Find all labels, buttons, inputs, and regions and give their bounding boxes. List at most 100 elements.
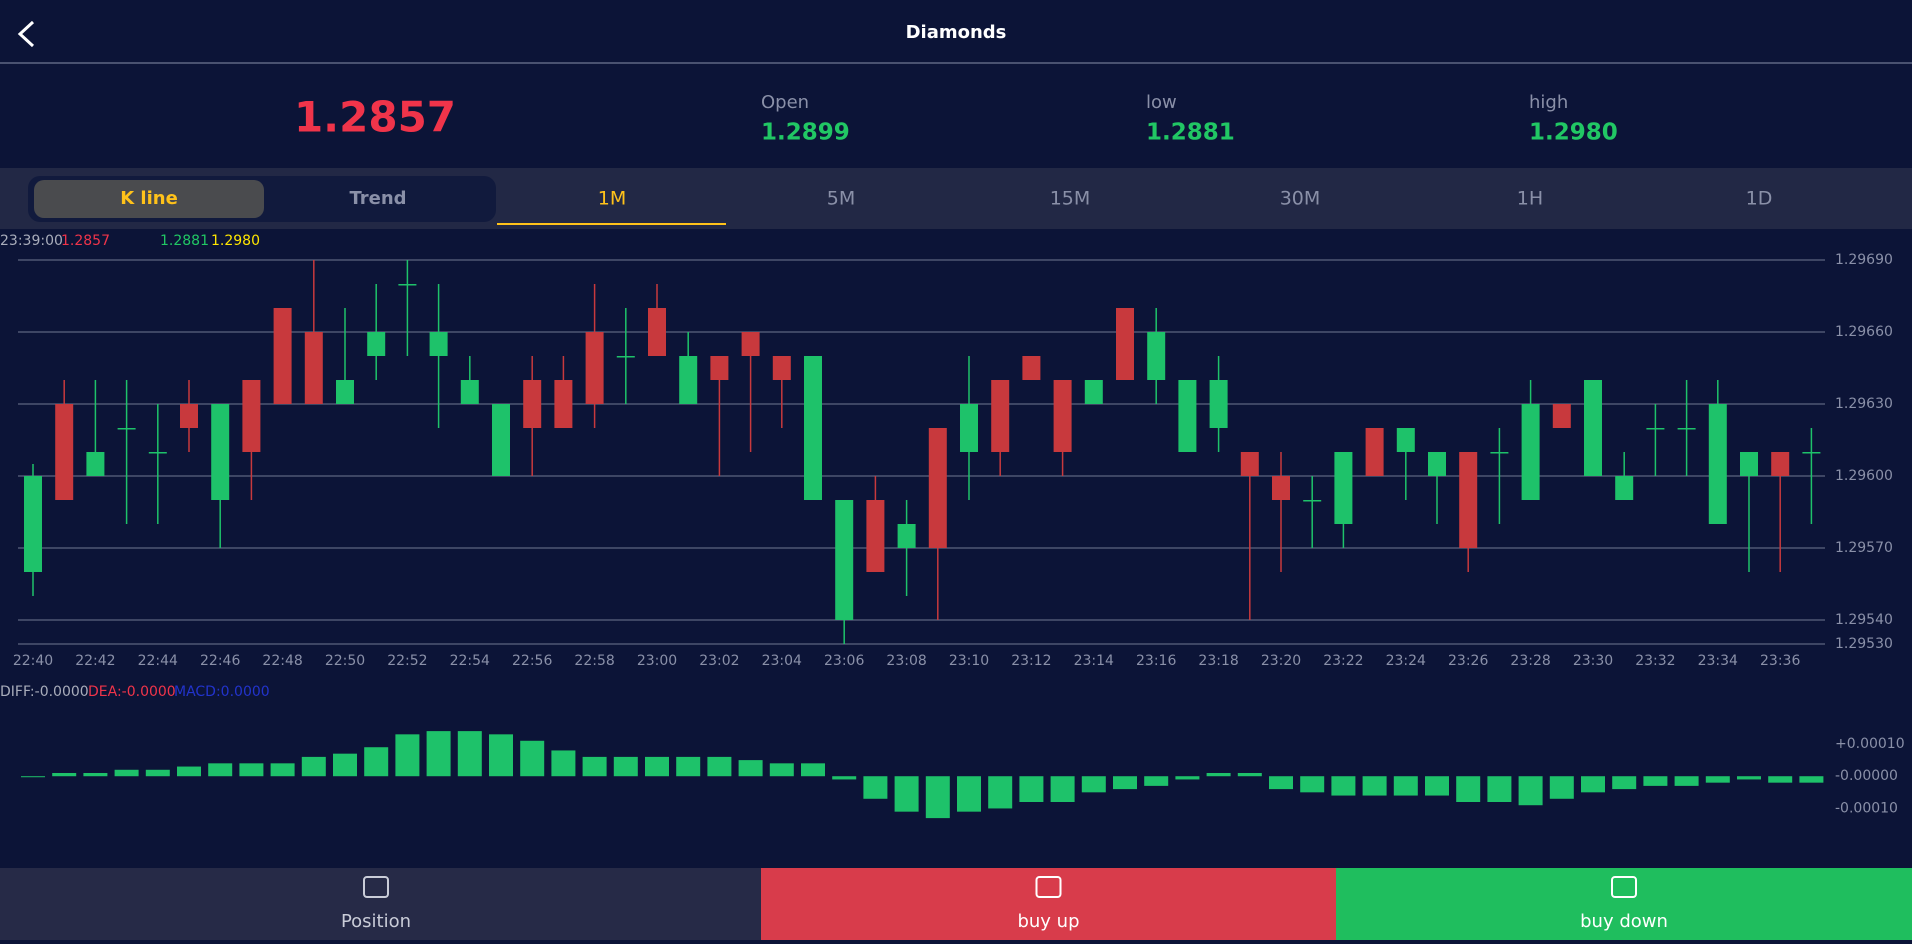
footer-button[interactable] — [1336, 868, 1912, 940]
macd-bar — [520, 740, 545, 777]
button-label[interactable]: buy up — [1017, 911, 1079, 932]
candle-body — [211, 404, 230, 500]
period-tab[interactable]: 30M — [1280, 188, 1321, 210]
candle-body — [648, 308, 666, 356]
open-value: 1.2899 — [761, 120, 850, 146]
x-tick-label: 23:02 — [699, 653, 739, 669]
macd-bar — [1425, 776, 1449, 796]
x-tick-label: 23:34 — [1698, 653, 1738, 669]
x-tick-label: 22:50 — [325, 653, 365, 669]
period-tab[interactable]: 1H — [1517, 188, 1543, 210]
candle-body — [1615, 476, 1634, 500]
candle-body — [1084, 380, 1103, 404]
candle-body — [866, 500, 885, 572]
macd-bar — [832, 776, 857, 780]
x-tick-label: 22:58 — [574, 653, 614, 669]
x-tick-label: 22:48 — [262, 653, 302, 669]
candle-body — [1303, 500, 1322, 502]
macd-bar — [894, 776, 919, 812]
candle-body — [492, 404, 510, 476]
candle-body — [616, 356, 635, 358]
period-tab[interactable]: 5M — [827, 188, 855, 210]
candle-body — [1552, 404, 1571, 428]
macd-bar — [1113, 776, 1137, 790]
candle-body — [242, 380, 261, 452]
macd-bar — [613, 756, 638, 777]
x-tick-label: 23:06 — [824, 653, 864, 669]
macd-bar — [208, 763, 233, 777]
candle-body — [55, 404, 74, 500]
x-tick-label: 22:54 — [450, 653, 490, 669]
back-button[interactable] — [17, 20, 35, 48]
macd-bar — [957, 776, 981, 812]
mode-tab[interactable]: Trend — [349, 188, 406, 209]
x-tick-label: 23:28 — [1510, 653, 1550, 669]
high-value: 1.2980 — [1529, 120, 1618, 146]
candle-body — [367, 332, 386, 356]
macd-bar — [582, 756, 607, 777]
macd-bar — [426, 731, 451, 777]
macd-bar — [301, 756, 326, 777]
button-label[interactable]: Position — [341, 911, 411, 932]
x-tick-label: 23:20 — [1261, 653, 1301, 669]
period-tab[interactable]: 1D — [1746, 188, 1773, 210]
footer-button[interactable] — [0, 868, 761, 940]
x-tick-label: 23:30 — [1573, 653, 1613, 669]
x-tick-label: 22:42 — [75, 653, 115, 669]
macd-bar — [1331, 776, 1356, 796]
mode-tab[interactable]: K line — [120, 188, 178, 209]
candle-body — [1365, 428, 1384, 476]
candle-body — [460, 380, 479, 404]
macd-bar — [1300, 776, 1325, 793]
x-tick-label: 22:52 — [387, 653, 427, 669]
macd-bar — [769, 763, 794, 777]
x-tick-label: 23:32 — [1635, 653, 1675, 669]
macd-bar — [1050, 776, 1075, 802]
macd-bar — [1518, 776, 1543, 806]
x-tick-label: 23:00 — [637, 653, 677, 669]
candle-body — [1677, 428, 1696, 430]
y-tick-label: 1.29600 — [1835, 468, 1893, 484]
y-tick-label: 1.29540 — [1835, 612, 1893, 628]
macd-bar — [83, 773, 108, 777]
period-tab[interactable]: 15M — [1050, 188, 1091, 210]
macd-bar — [925, 776, 950, 819]
macd-bar — [239, 763, 264, 777]
macd-bar — [1393, 776, 1418, 796]
macd-bar — [177, 766, 201, 777]
macd-bar — [1456, 776, 1481, 802]
macd-bar — [801, 763, 825, 777]
candle-body — [1178, 380, 1197, 452]
macd-bar — [1549, 776, 1574, 799]
low-value: 1.2881 — [1146, 120, 1235, 146]
candle-body — [148, 452, 167, 454]
candle-body — [897, 524, 916, 548]
x-tick-label: 23:22 — [1323, 653, 1363, 669]
period-tab[interactable]: 1M — [598, 188, 626, 210]
candle-body — [1272, 476, 1290, 500]
macd-legend: DEA:-0.0000 — [88, 684, 176, 700]
macd-bar — [145, 769, 170, 777]
candle-body — [1209, 380, 1228, 428]
macd-legend: DIFF:-0.0000 — [0, 684, 89, 700]
macd-bar — [551, 750, 576, 777]
macd-bar — [738, 760, 763, 777]
button-icon — [1035, 876, 1062, 898]
candle-body — [991, 380, 1010, 452]
candle-body — [835, 500, 854, 620]
info-text: 1.2881 — [160, 233, 209, 249]
candle-body — [1053, 380, 1072, 452]
x-tick-label: 23:24 — [1386, 653, 1426, 669]
macd-bar — [1081, 776, 1106, 793]
macd-bar — [457, 731, 482, 777]
candle-body — [585, 332, 604, 404]
footer-button[interactable] — [761, 868, 1336, 940]
macd-legend: MACD:0.0000 — [174, 684, 270, 700]
mode-active[interactable] — [34, 180, 264, 218]
macd-bar — [863, 776, 888, 799]
button-label[interactable]: buy down — [1580, 911, 1668, 932]
candle-body — [1147, 332, 1166, 380]
candle-body — [679, 356, 698, 404]
